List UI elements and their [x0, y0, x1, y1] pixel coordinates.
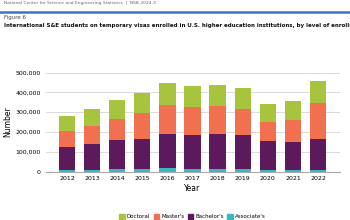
Text: National Center for Science and Engineering Statistics  |  NSB-2024-3: National Center for Science and Engineer…: [4, 1, 155, 5]
Bar: [84, 109, 100, 126]
Bar: [209, 134, 226, 169]
Bar: [234, 88, 251, 109]
Bar: [234, 109, 251, 135]
Bar: [159, 83, 176, 105]
Bar: [184, 86, 201, 107]
Bar: [134, 93, 150, 113]
Bar: [285, 170, 301, 172]
Text: International S&E students on temporary visas enrolled in U.S. higher education : International S&E students on temporary …: [4, 23, 350, 28]
Bar: [109, 119, 125, 140]
Bar: [59, 116, 75, 131]
Bar: [260, 170, 276, 172]
Bar: [109, 169, 125, 172]
Bar: [84, 170, 100, 172]
Bar: [209, 106, 226, 134]
Bar: [84, 126, 100, 144]
Bar: [260, 121, 276, 141]
Bar: [134, 169, 150, 172]
Bar: [159, 168, 176, 172]
Bar: [134, 139, 150, 169]
Bar: [310, 139, 326, 170]
Bar: [310, 170, 326, 172]
Bar: [209, 85, 226, 106]
Bar: [59, 170, 75, 172]
Bar: [285, 101, 301, 120]
Bar: [285, 120, 301, 141]
Text: Figure 6: Figure 6: [4, 15, 26, 20]
Bar: [184, 107, 201, 135]
Bar: [159, 134, 176, 168]
Bar: [59, 131, 75, 147]
Bar: [84, 144, 100, 170]
Bar: [159, 105, 176, 134]
Legend: Doctoral, Master's, Bachelor's, Associate's: Doctoral, Master's, Bachelor's, Associat…: [117, 212, 268, 220]
Bar: [260, 141, 276, 170]
Bar: [59, 147, 75, 170]
X-axis label: Year: Year: [184, 184, 201, 193]
Y-axis label: Number: Number: [4, 107, 13, 138]
Bar: [209, 169, 226, 172]
Bar: [109, 100, 125, 119]
Bar: [134, 113, 150, 139]
Bar: [260, 104, 276, 121]
Bar: [285, 141, 301, 170]
Bar: [234, 135, 251, 169]
Bar: [184, 169, 201, 172]
Bar: [310, 103, 326, 139]
Bar: [234, 169, 251, 172]
Bar: [109, 140, 125, 169]
Bar: [184, 135, 201, 169]
Bar: [310, 81, 326, 103]
